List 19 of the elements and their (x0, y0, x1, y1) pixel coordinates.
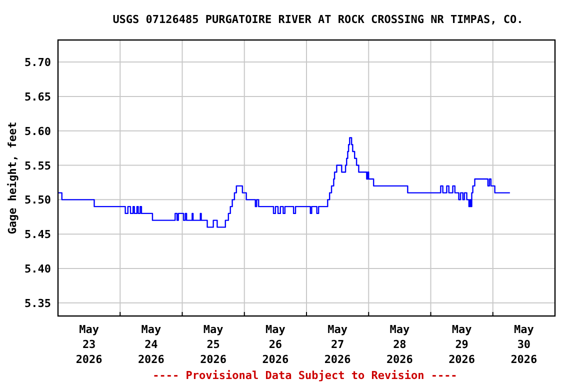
x-tick-label: May 30 2026 (510, 323, 538, 366)
x-tick-label: May 29 2026 (448, 323, 476, 366)
y-tick-label: 5.60 (24, 124, 51, 138)
y-tick-label: 5.55 (24, 159, 51, 172)
y-tick-label: 5.50 (24, 194, 51, 207)
x-tick-label: May 27 2026 (324, 323, 352, 366)
x-tick-label: May 26 2026 (262, 323, 290, 366)
y-tick-label: 5.70 (24, 56, 51, 70)
chart-title: USGS 07126485 PURGATOIRE RIVER AT ROCK CROSSING NR TIMPAS, CO. (112, 13, 524, 26)
y-tick-label: 5.40 (24, 262, 51, 276)
y-tick-label: 5.65 (24, 90, 51, 104)
y-tick-label: 5.35 (24, 296, 51, 310)
x-tick-label: May 24 2026 (138, 323, 165, 366)
text: ---- Provisional Data Subject to Revision ---- (152, 369, 458, 382)
y-axis-title: Gage height, feet (6, 122, 19, 234)
y-tick-label: 5.45 (24, 228, 51, 242)
x-tick-label: May 28 2026 (386, 323, 414, 366)
x-tick-label: May 25 2026 (200, 323, 227, 366)
x-tick-label: May 23 2026 (76, 323, 103, 366)
